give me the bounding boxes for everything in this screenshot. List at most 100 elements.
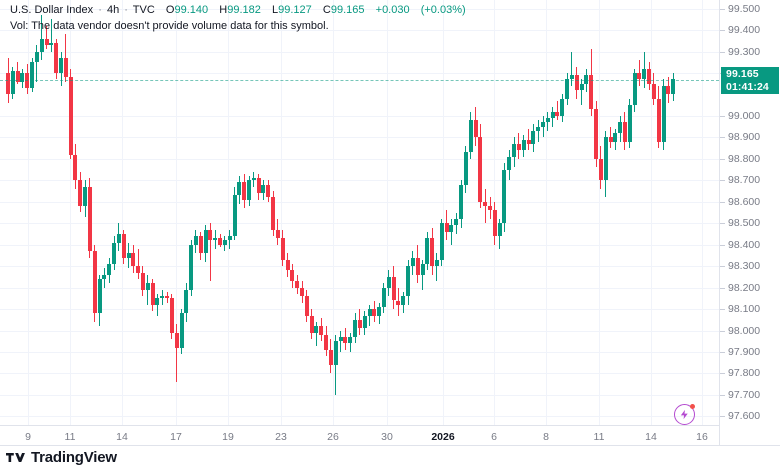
gridline-horizontal — [0, 137, 719, 138]
time-tick-label: 8 — [543, 431, 549, 443]
candle-wick — [147, 274, 149, 305]
lightning-bolt-icon[interactable] — [674, 404, 695, 425]
price-tick-label: 99.400 — [728, 24, 761, 36]
candle-body — [295, 281, 300, 288]
candle — [10, 0, 15, 425]
candle — [613, 0, 618, 425]
candle-wick — [46, 25, 48, 50]
candle-body — [136, 266, 141, 273]
price-axis[interactable]: 99.50099.40099.30099.20099.00098.90098.8… — [719, 0, 780, 445]
gridline-horizontal — [0, 373, 719, 374]
current-price-badge[interactable]: 99.165 01:41:24 — [721, 67, 779, 95]
candle-body — [478, 137, 483, 202]
candle-body — [44, 38, 49, 46]
candle — [541, 0, 546, 425]
candle — [271, 0, 276, 425]
candle-body — [102, 274, 107, 280]
candle — [647, 0, 652, 425]
candle-body — [507, 156, 512, 170]
price-tick-label: 98.700 — [728, 174, 761, 186]
candle-wick — [315, 321, 317, 346]
candle-body — [87, 186, 92, 252]
candle-body — [613, 133, 618, 142]
candle-body — [565, 79, 570, 99]
candle — [242, 0, 247, 425]
candle — [410, 0, 415, 425]
gridline-vertical — [443, 0, 444, 425]
price-tick-label: 97.900 — [728, 346, 761, 358]
candle-body — [92, 251, 97, 314]
candle-body — [73, 154, 78, 181]
candle — [314, 0, 319, 425]
candle — [97, 0, 102, 425]
candle — [459, 0, 464, 425]
candle-wick — [450, 218, 452, 245]
candle-body — [386, 276, 391, 288]
candle — [63, 0, 68, 425]
candle — [396, 0, 401, 425]
candle-body — [227, 236, 232, 241]
time-tick-label: 2026 — [431, 431, 455, 443]
chart-plot-area[interactable] — [0, 0, 719, 425]
candle-body — [555, 111, 560, 116]
candle — [338, 0, 343, 425]
price-tick-label: 98.000 — [728, 325, 761, 337]
candle — [59, 0, 64, 425]
candle-body — [647, 68, 652, 84]
candle-body — [372, 309, 377, 316]
candle-body — [377, 306, 382, 316]
candle — [377, 0, 382, 425]
price-tick-dash — [720, 331, 725, 332]
candle-body — [353, 319, 358, 337]
candle — [300, 0, 305, 425]
gridline-vertical — [651, 0, 652, 425]
candle — [6, 0, 10, 425]
candle — [140, 0, 145, 425]
candle-body — [309, 315, 314, 333]
candle-body — [83, 186, 88, 207]
candle-wick — [36, 45, 38, 82]
candle — [603, 0, 608, 425]
candle-body — [569, 75, 574, 80]
candle-body — [203, 229, 208, 254]
candle-wick — [542, 115, 544, 138]
candle-body — [468, 120, 473, 153]
price-tick-dash — [720, 9, 725, 10]
candle — [131, 0, 136, 425]
candle — [425, 0, 430, 425]
candle — [324, 0, 329, 425]
candle-wick — [137, 248, 139, 280]
candle-body — [473, 120, 478, 138]
candle-body — [290, 270, 295, 282]
time-tick-label: 16 — [696, 431, 708, 443]
candle — [521, 0, 526, 425]
candle-body — [401, 296, 406, 305]
candle — [193, 0, 198, 425]
gridline-horizontal — [0, 73, 719, 74]
candle-wick — [369, 304, 370, 327]
candle — [618, 0, 623, 425]
candle-body — [198, 236, 203, 254]
candle-body — [193, 236, 198, 245]
candle — [488, 0, 492, 425]
candle — [444, 0, 449, 425]
candle — [261, 0, 266, 425]
time-axis[interactable]: 9 11 14 17 19 23 26 30 2026 6 8 11 14 16 — [0, 425, 719, 445]
candle — [232, 0, 237, 425]
candle-body — [550, 111, 555, 119]
candle-body — [512, 143, 517, 157]
price-tick-dash — [720, 352, 725, 353]
candle-body — [642, 68, 647, 80]
candle-body — [256, 178, 261, 194]
candle — [545, 0, 550, 425]
candle-body — [304, 296, 309, 316]
candle-body — [497, 223, 502, 237]
gridline-vertical — [546, 0, 547, 425]
tradingview-branding[interactable]: TradingView — [6, 449, 117, 466]
current-price-line — [0, 80, 719, 82]
candle-body — [222, 240, 227, 245]
candle-body — [68, 77, 73, 155]
candle — [25, 0, 30, 425]
candle — [569, 0, 574, 425]
